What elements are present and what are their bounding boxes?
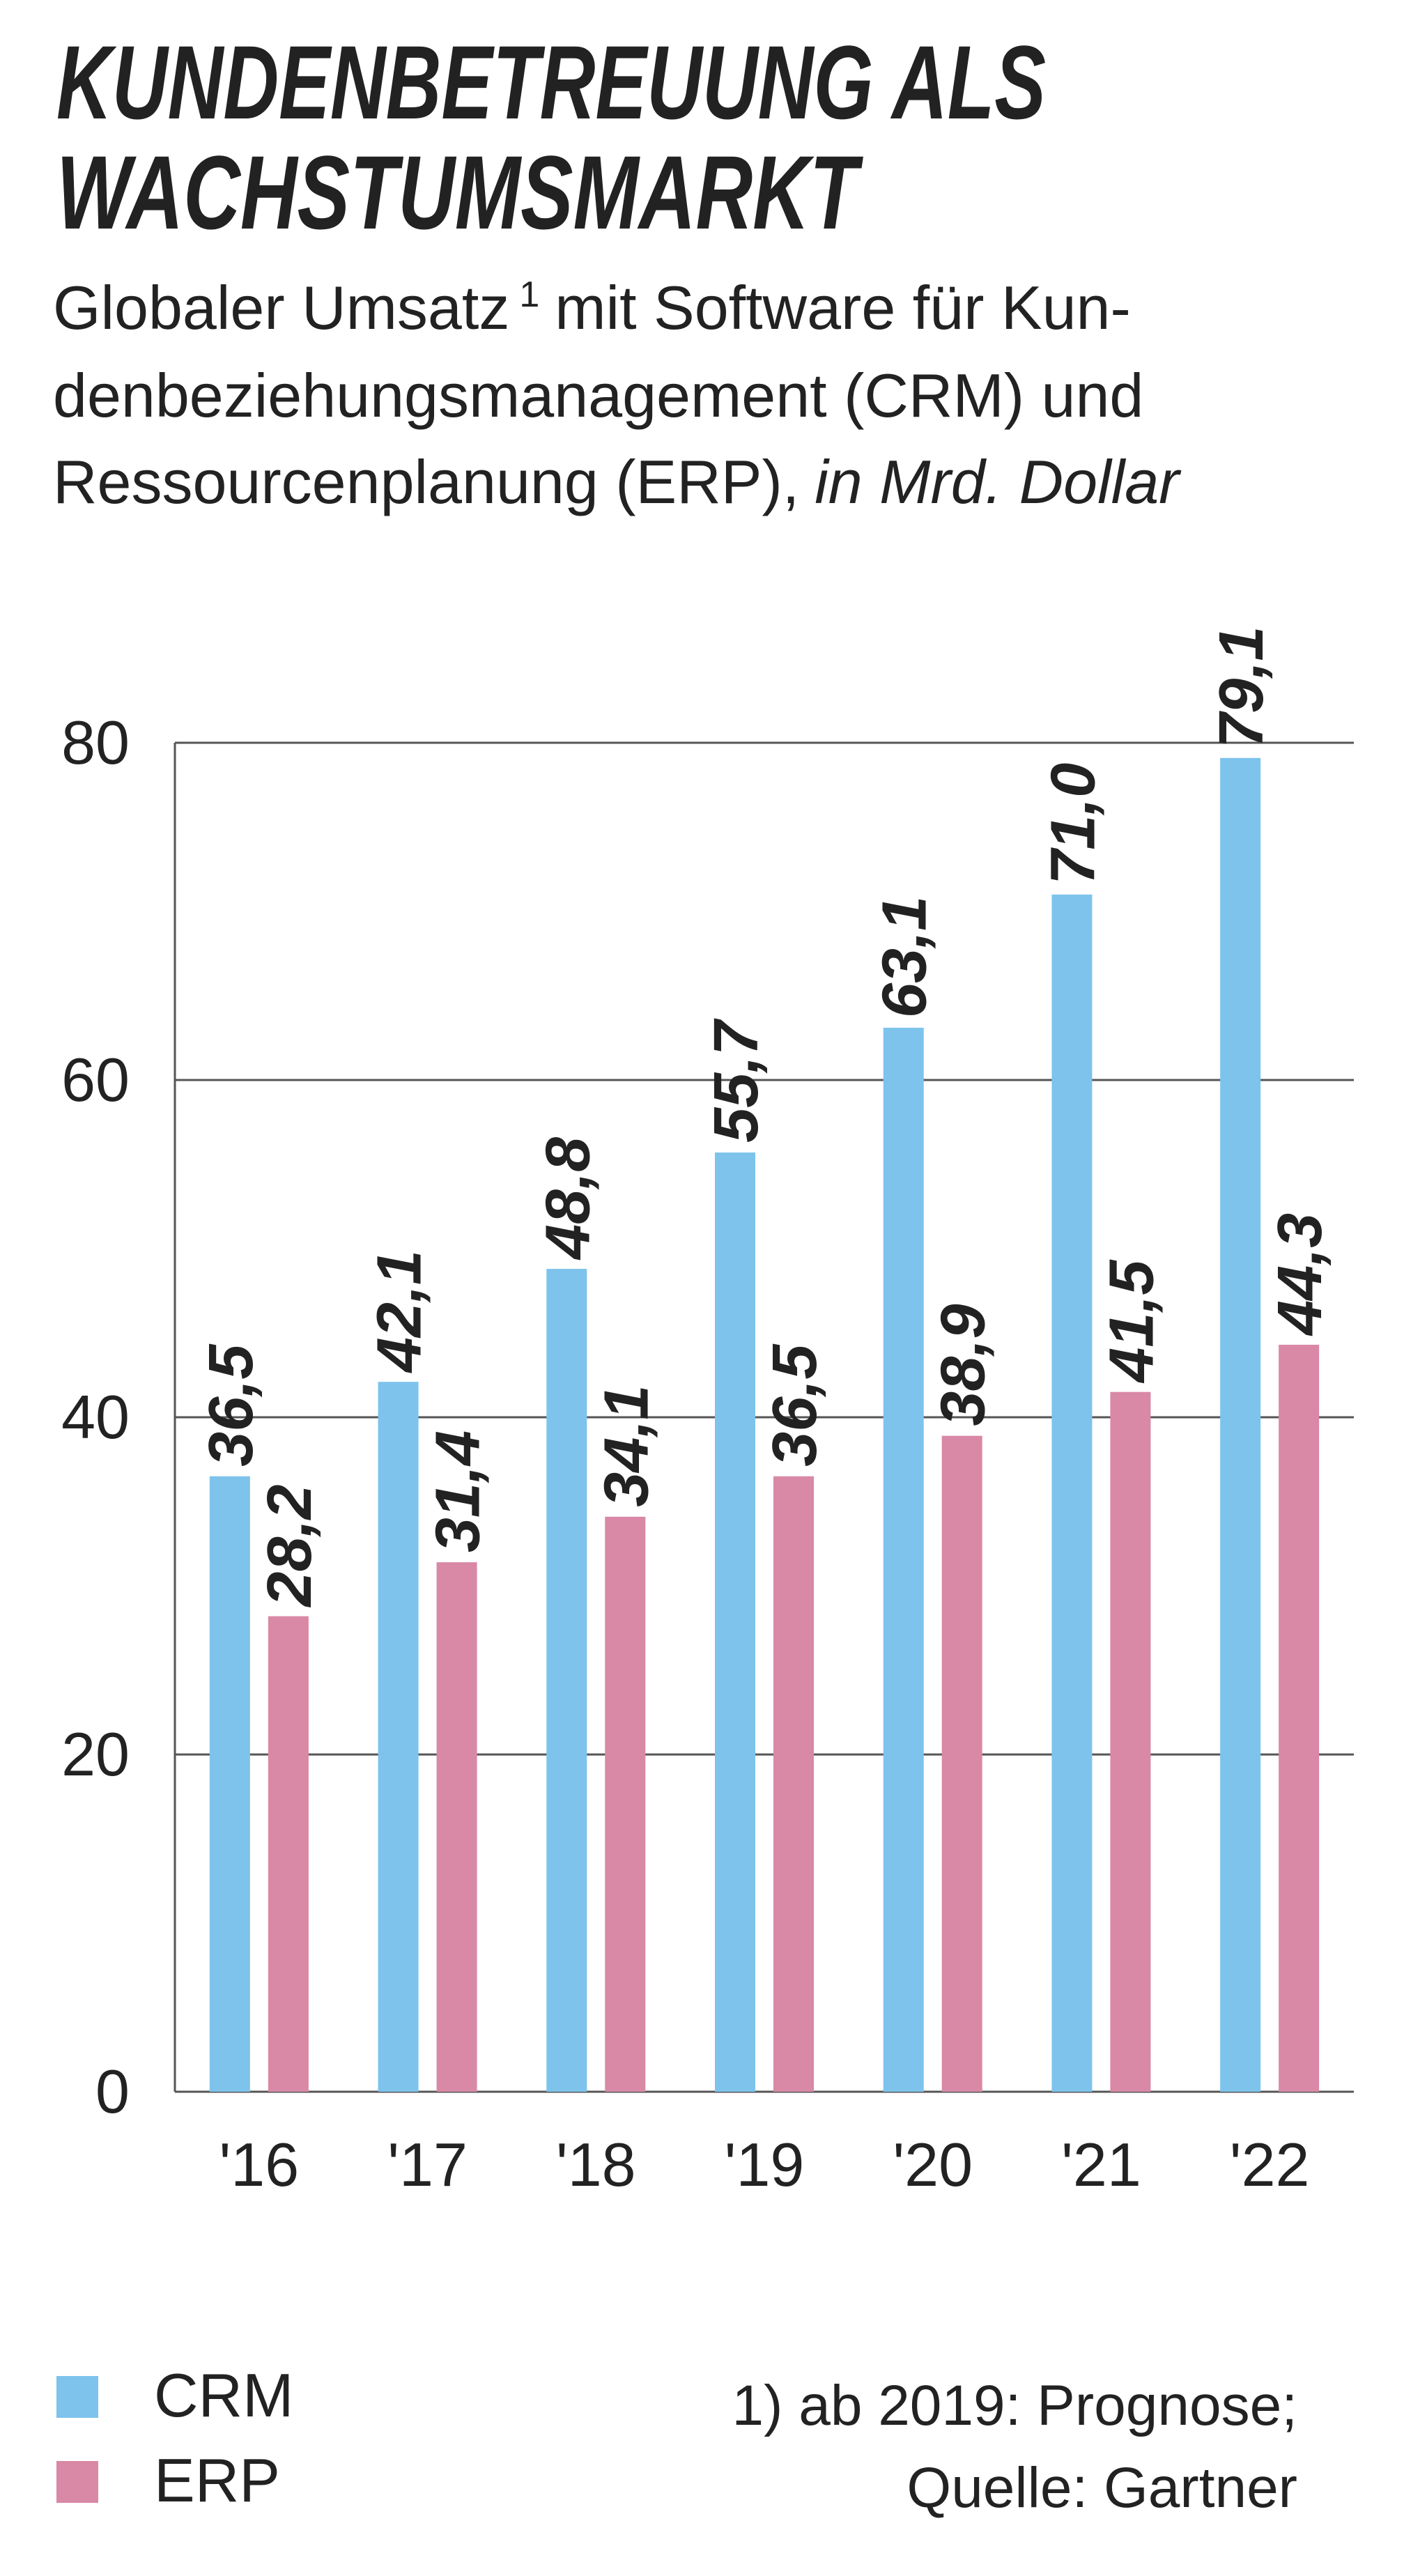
footnote: 1) ab 2019: Prognose; <box>732 2374 1297 2437</box>
x-tick-label: '17 <box>387 2130 468 2199</box>
value-label: 63,1 <box>870 896 940 1018</box>
value-label: 71,0 <box>1038 763 1108 885</box>
bar <box>209 1476 250 2092</box>
value-label: 41,5 <box>1097 1259 1166 1384</box>
chart-title: WACHSTUMSMARKT <box>56 134 864 251</box>
bar <box>941 1435 982 2092</box>
bar <box>773 1476 814 2092</box>
y-tick-label: 0 <box>95 2057 130 2126</box>
footnote-marker: 1 <box>519 275 539 315</box>
x-tick-label: '19 <box>725 2130 805 2199</box>
bar <box>1051 894 1093 2092</box>
value-label: 55,7 <box>702 1018 771 1143</box>
value-label: 36,5 <box>196 1343 266 1467</box>
legend-label: ERP <box>154 2446 280 2515</box>
x-tick-label: '22 <box>1230 2130 1310 2199</box>
value-label: 48,8 <box>533 1137 603 1260</box>
subtitle-text: Globaler Umsatz <box>53 273 509 342</box>
bar <box>1220 757 1261 2092</box>
bar <box>268 1616 309 2092</box>
subtitle: Globaler Umsatz 1 mit Software für Kun- <box>53 273 1131 342</box>
bar <box>436 1562 477 2092</box>
value-label: 28,2 <box>255 1484 325 1607</box>
value-label: 31,4 <box>424 1430 493 1552</box>
y-tick-label: 60 <box>61 1045 130 1114</box>
value-label: 79,1 <box>1207 626 1276 748</box>
value-label: 36,5 <box>760 1343 830 1467</box>
y-tick-label: 80 <box>61 708 130 777</box>
bar <box>605 1516 646 2092</box>
value-label: 42,1 <box>365 1250 435 1373</box>
subtitle: Ressourcenplanung (ERP), in Mrd. Dollar <box>53 447 1182 516</box>
bar <box>715 1152 755 2092</box>
subtitle-text: mit Software für Kun- <box>555 273 1131 342</box>
x-tick-label: '21 <box>1061 2130 1141 2199</box>
value-label: 38,9 <box>929 1304 998 1426</box>
x-tick-label: '18 <box>556 2130 636 2199</box>
legend-swatch <box>56 2376 98 2418</box>
bar <box>1110 1391 1151 2092</box>
subtitle: denbeziehungsmanagement (CRM) und <box>53 361 1143 430</box>
subtitle-unit: in Mrd. Dollar <box>815 447 1182 516</box>
x-tick-label: '16 <box>219 2130 300 2199</box>
chart-title: KUNDENBETREUUNG ALS <box>56 24 1046 141</box>
legend-swatch <box>56 2461 98 2503</box>
bar <box>378 1382 419 2092</box>
bar <box>546 1269 587 2092</box>
y-tick-label: 20 <box>61 1720 130 1789</box>
value-label: 44,3 <box>1265 1213 1335 1336</box>
value-label: 34,1 <box>592 1385 661 1507</box>
legend-label: CRM <box>154 2361 293 2430</box>
x-tick-label: '20 <box>893 2130 973 2199</box>
bar <box>1279 1344 1320 2092</box>
subtitle-text: Ressourcenplanung (ERP), <box>53 447 799 516</box>
footnote: Quelle: Gartner <box>907 2456 1297 2520</box>
y-tick-label: 40 <box>61 1382 130 1451</box>
bar <box>883 1027 924 2092</box>
